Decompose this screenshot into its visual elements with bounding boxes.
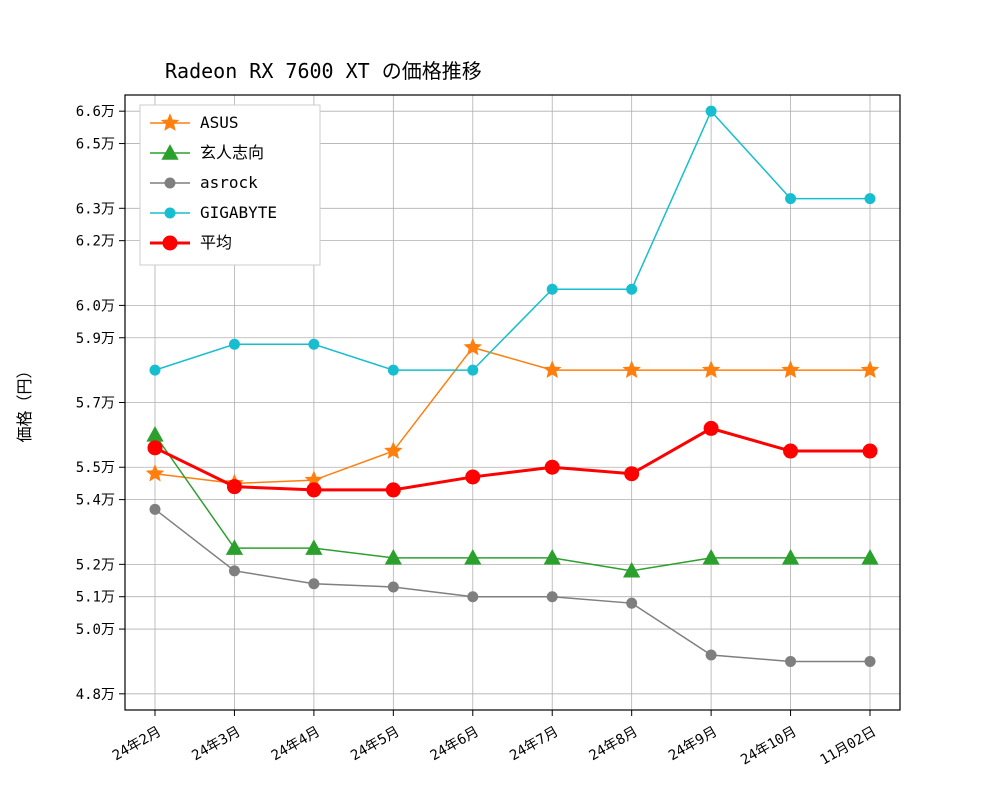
legend-label: GIGABYTE	[200, 203, 277, 222]
legend-label: 玄人志向	[200, 143, 264, 162]
y-tick-label: 5.5万	[76, 460, 115, 476]
legend-label: 平均	[200, 233, 232, 252]
y-tick-label: 5.4万	[76, 493, 115, 509]
y-tick-label: 6.5万	[76, 137, 115, 153]
legend-label: asrock	[200, 173, 258, 192]
legend: ASUS 玄人志向 asrock GIGABYTE 平均	[140, 105, 320, 265]
price-chart: 4.8万 5.0万 5.1万 5.2万 5.4万 5.5万 5.7万 5.9万 6.0万 6.2万…	[0, 0, 1000, 800]
y-tick-label: 6.0万	[76, 298, 115, 314]
y-tick-label: 6.6万	[76, 104, 115, 120]
chart-container: 4.8万 5.0万 5.1万 5.2万 5.4万 5.5万 5.7万 5.9万 6.0万 6.2万…	[0, 0, 1000, 800]
y-tick-label: 6.2万	[76, 234, 115, 250]
y-tick-label: 4.8万	[76, 687, 115, 703]
legend-label: ASUS	[200, 113, 239, 132]
y-tick-label: 6.3万	[76, 201, 115, 217]
y-tick-label: 5.1万	[76, 590, 115, 606]
y-tick-label: 5.9万	[76, 331, 115, 347]
y-tick-label: 5.7万	[76, 396, 115, 412]
chart-title: Radeon RX 7600 XT の価格推移	[165, 59, 482, 83]
y-axis-label: 価格（円）	[15, 362, 34, 442]
y-tick-label: 5.2万	[76, 557, 115, 573]
y-tick-label: 5.0万	[76, 622, 115, 638]
